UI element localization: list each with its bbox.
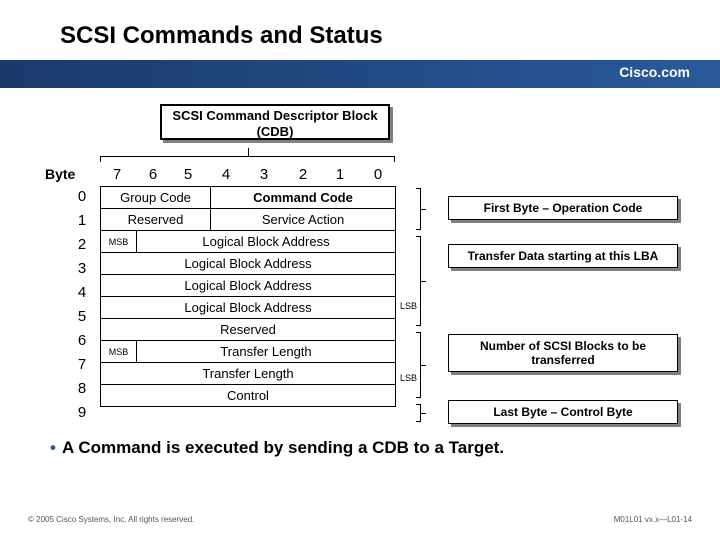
lsb-label-2: LSB (400, 373, 417, 383)
table-row: Group CodeCommand Code (101, 187, 396, 209)
table-cell: Transfer Length (101, 363, 396, 385)
table-cell: Reserved (101, 209, 211, 231)
bit-header: 4 (216, 166, 236, 183)
header-bar (0, 60, 720, 88)
table-cell: Command Code (211, 187, 396, 209)
table-cell: Group Code (101, 187, 211, 209)
brand-label: Cisco.com (619, 64, 690, 80)
table-cell: Logical Block Address (101, 253, 396, 275)
cdb-title-line2: (CDB) (162, 124, 388, 140)
byte-number: 2 (72, 236, 92, 253)
table-row: Transfer Length (101, 363, 396, 385)
byte-number: 6 (72, 332, 92, 349)
cdb-title-line1: SCSI Command Descriptor Block (162, 108, 388, 124)
table-cell: Reserved (101, 319, 396, 341)
brace-right-4 (420, 402, 430, 424)
callout-num-blocks: Number of SCSI Blocks to be transferred (448, 334, 678, 372)
brace-top (100, 148, 395, 162)
bit-header: 5 (178, 166, 198, 183)
table-row: MSBTransfer Length (101, 341, 396, 363)
table-row: Logical Block Address (101, 297, 396, 319)
table-cell: Transfer Length (137, 341, 396, 363)
byte-header-label: Byte (45, 166, 75, 182)
table-cell: Logical Block Address (101, 297, 396, 319)
table-row: Logical Block Address (101, 253, 396, 275)
byte-number: 1 (72, 212, 92, 229)
table-cell: Service Action (211, 209, 396, 231)
byte-number: 9 (72, 404, 92, 421)
table-cell: MSB (101, 341, 137, 363)
table-cell: Logical Block Address (137, 231, 396, 253)
byte-number: 5 (72, 308, 92, 325)
brace-right-2 (420, 234, 430, 328)
page-title: SCSI Commands and Status (60, 22, 383, 50)
table-row: Logical Block Address (101, 275, 396, 297)
slide-number: M01L01 vx.x—L01-14 (614, 515, 692, 524)
bit-header: 7 (107, 166, 127, 183)
lsb-label-1: LSB (400, 301, 417, 311)
byte-number: 7 (72, 356, 92, 373)
callout-last-byte: Last Byte – Control Byte (448, 400, 678, 424)
byte-number: 3 (72, 260, 92, 277)
table-cell: Control (101, 385, 396, 407)
callout-transfer-data: Transfer Data starting at this LBA (448, 244, 678, 268)
bullet-text: •A Command is executed by sending a CDB … (50, 438, 504, 458)
byte-number: 8 (72, 380, 92, 397)
table-cell: Logical Block Address (101, 275, 396, 297)
table-row: Reserved (101, 319, 396, 341)
byte-number: 0 (72, 188, 92, 205)
bit-header: 3 (254, 166, 274, 183)
table-row: MSBLogical Block Address (101, 231, 396, 253)
table-row: Control (101, 385, 396, 407)
bit-header: 6 (143, 166, 163, 183)
bit-header: 1 (330, 166, 350, 183)
table-cell: MSB (101, 231, 137, 253)
copyright: © 2005 Cisco Systems, Inc. All rights re… (28, 515, 194, 524)
brace-right-1 (420, 186, 430, 232)
byte-number: 4 (72, 284, 92, 301)
bit-header: 0 (368, 166, 388, 183)
table-row: ReservedService Action (101, 209, 396, 231)
cdb-title-box: SCSI Command Descriptor Block (CDB) (160, 104, 390, 140)
bit-header: 2 (293, 166, 313, 183)
brace-right-3 (420, 330, 430, 400)
callout-first-byte: First Byte – Operation Code (448, 196, 678, 220)
bullet-content: A Command is executed by sending a CDB t… (62, 438, 504, 457)
cdb-table: Group CodeCommand CodeReservedService Ac… (100, 186, 396, 407)
